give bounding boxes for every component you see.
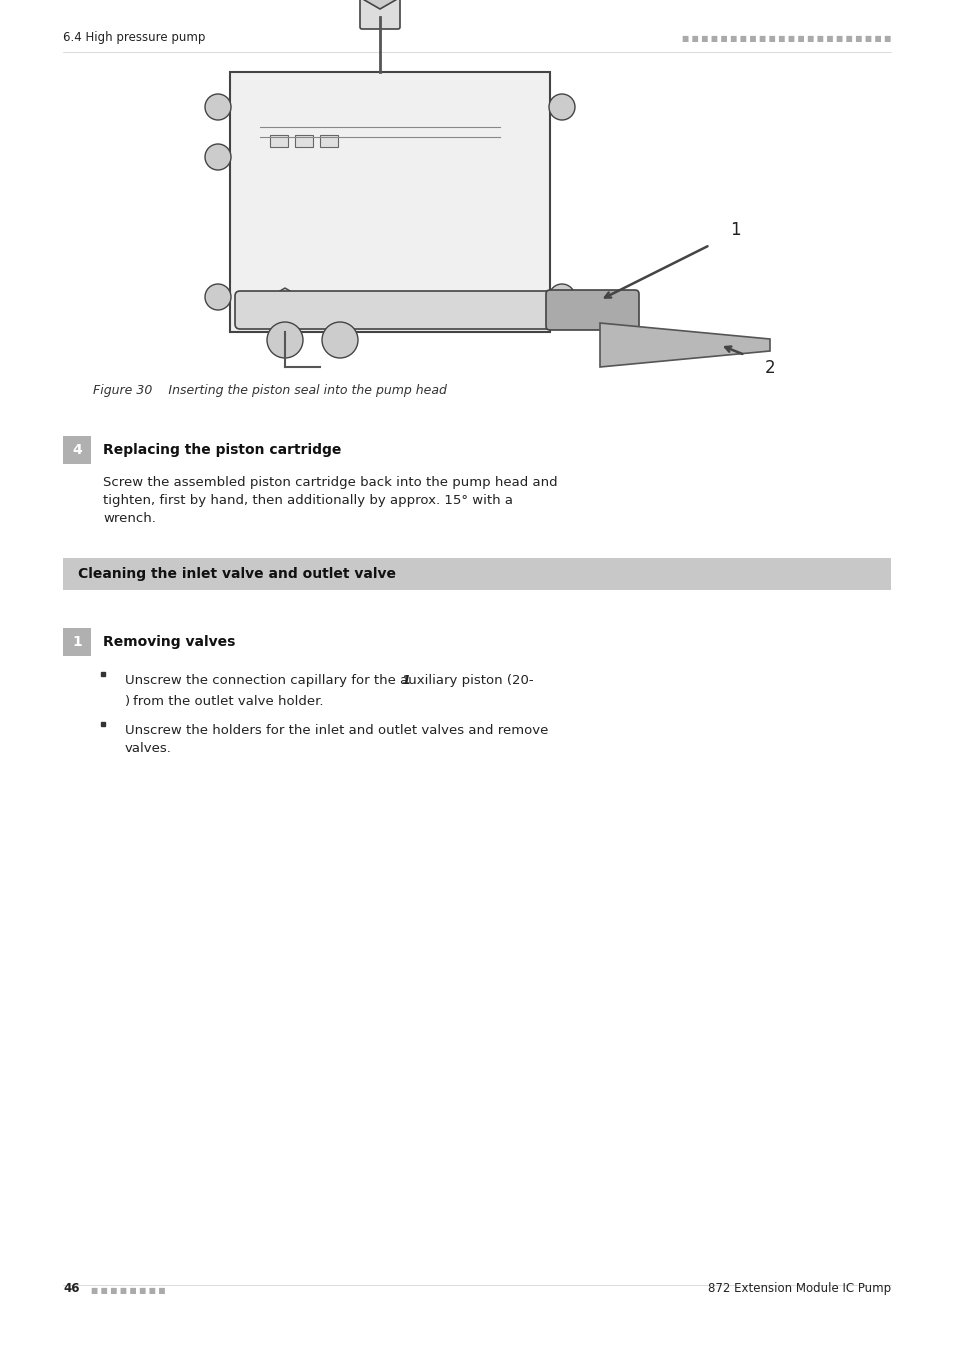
Circle shape (205, 144, 231, 170)
Text: Cleaning the inlet valve and outlet valve: Cleaning the inlet valve and outlet valv… (78, 567, 395, 580)
Text: Screw the assembled piston cartridge back into the pump head and
tighten, first : Screw the assembled piston cartridge bac… (103, 477, 558, 525)
Text: Unscrew the connection capillary for the auxiliary piston (20-: Unscrew the connection capillary for the… (125, 674, 533, 687)
Text: 872 Extension Module IC Pump: 872 Extension Module IC Pump (707, 1282, 890, 1295)
Text: 1: 1 (72, 634, 82, 649)
Text: 6.4 High pressure pump: 6.4 High pressure pump (63, 31, 205, 45)
Text: from the outlet valve holder.: from the outlet valve holder. (132, 695, 323, 707)
Circle shape (205, 284, 231, 310)
Polygon shape (599, 323, 769, 367)
FancyBboxPatch shape (319, 135, 337, 147)
Text: Removing valves: Removing valves (103, 634, 235, 649)
Circle shape (322, 323, 357, 358)
Text: ): ) (125, 695, 130, 707)
FancyBboxPatch shape (234, 292, 589, 329)
Text: Replacing the piston cartridge: Replacing the piston cartridge (103, 443, 341, 458)
Text: ■ ■ ■ ■ ■ ■ ■ ■: ■ ■ ■ ■ ■ ■ ■ ■ (91, 1287, 166, 1295)
FancyBboxPatch shape (545, 290, 639, 329)
Text: Unscrew the holders for the inlet and outlet valves and remove
valves.: Unscrew the holders for the inlet and ou… (125, 724, 548, 755)
Polygon shape (360, 0, 398, 9)
Text: Figure 30    Inserting the piston seal into the pump head: Figure 30 Inserting the piston seal into… (92, 383, 446, 397)
FancyBboxPatch shape (294, 135, 313, 147)
Text: 2: 2 (764, 359, 775, 377)
FancyBboxPatch shape (63, 436, 91, 464)
FancyBboxPatch shape (359, 0, 399, 28)
Circle shape (267, 323, 303, 358)
Circle shape (205, 95, 231, 120)
Circle shape (548, 284, 575, 310)
Text: 46: 46 (63, 1282, 79, 1295)
Text: 1: 1 (401, 674, 411, 687)
Text: 1: 1 (729, 221, 740, 239)
FancyBboxPatch shape (63, 628, 91, 656)
Text: ■ ■ ■ ■ ■ ■ ■ ■ ■ ■ ■ ■ ■ ■ ■ ■ ■ ■ ■ ■ ■ ■: ■ ■ ■ ■ ■ ■ ■ ■ ■ ■ ■ ■ ■ ■ ■ ■ ■ ■ ■ ■ … (680, 34, 890, 42)
Text: 4: 4 (72, 443, 82, 458)
Circle shape (548, 95, 575, 120)
FancyBboxPatch shape (230, 72, 550, 332)
FancyBboxPatch shape (270, 135, 288, 147)
Polygon shape (266, 288, 304, 332)
FancyBboxPatch shape (63, 558, 890, 590)
